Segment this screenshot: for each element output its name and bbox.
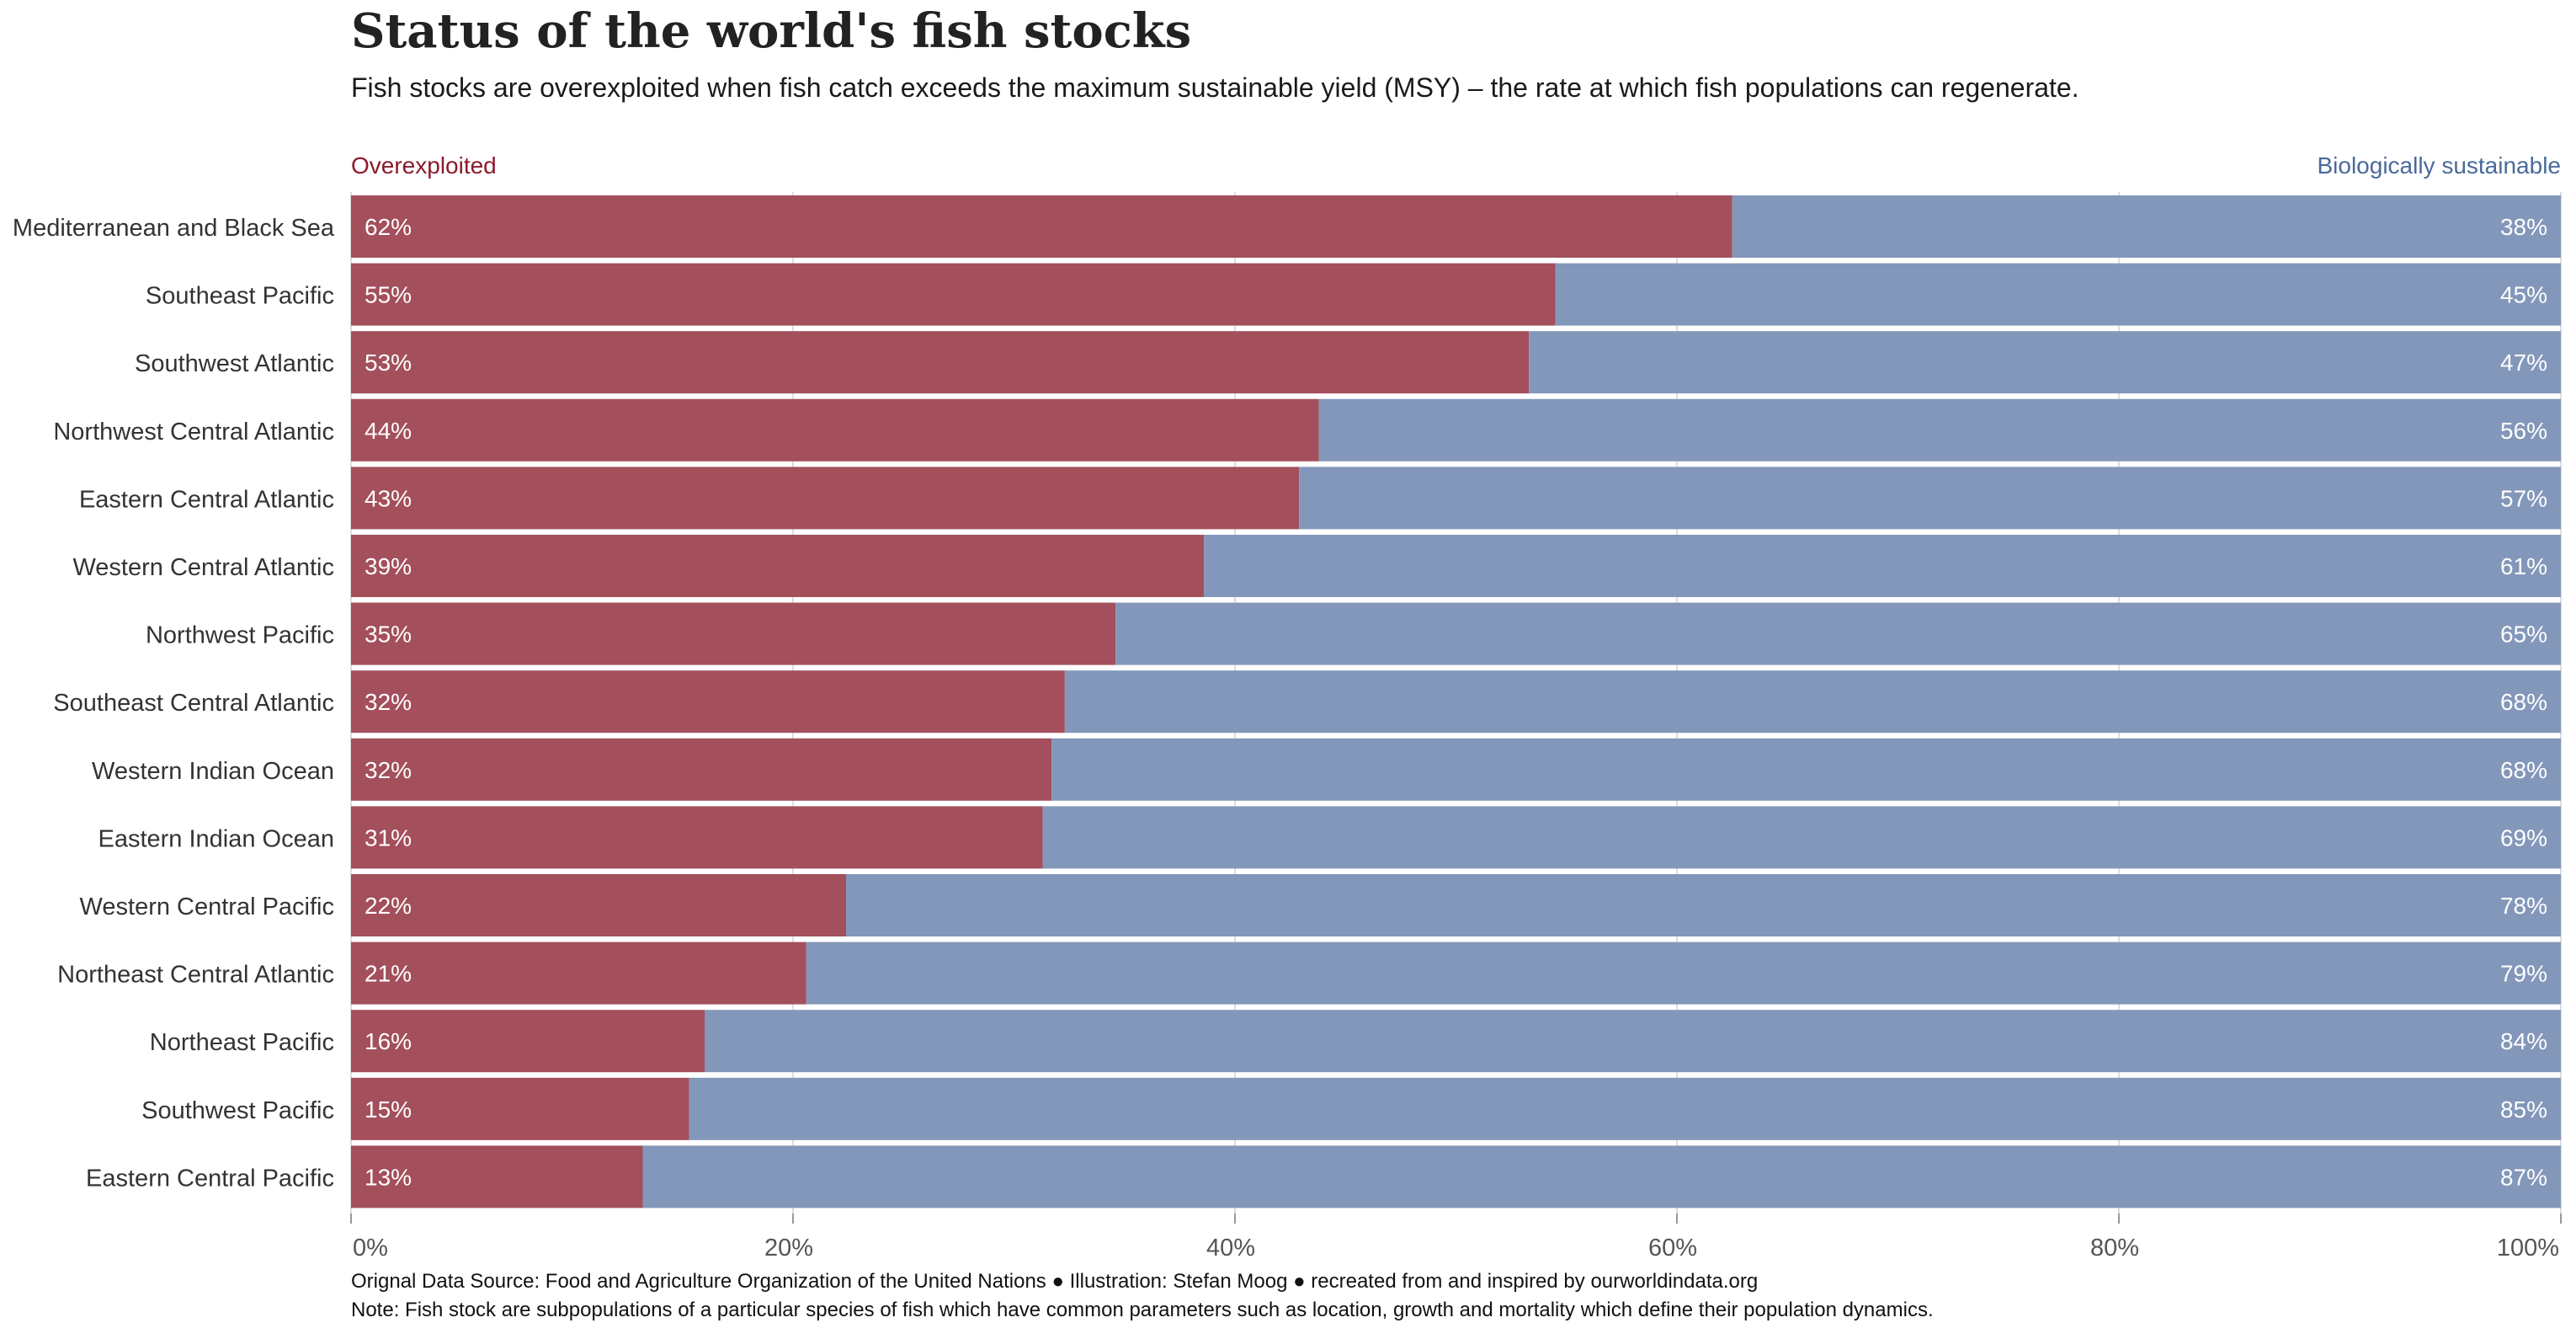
x-tick-label: 100% xyxy=(2497,1235,2559,1262)
legend-biologically-sustainable: Biologically sustainable xyxy=(2317,152,2561,179)
bar-overexploited xyxy=(351,1010,705,1073)
bar-overexploited xyxy=(351,602,1116,665)
data-label-overexploited: 53% xyxy=(365,349,412,376)
bar-sustainable xyxy=(1318,398,2561,461)
bar-overexploited xyxy=(351,535,1205,597)
bar-overexploited xyxy=(351,1145,643,1208)
bar-overexploited xyxy=(351,195,1732,258)
data-label-sustainable: 68% xyxy=(2500,689,2547,715)
data-label-overexploited: 55% xyxy=(365,282,412,308)
category-label: Western Central Pacific xyxy=(80,894,334,920)
data-label-sustainable: 85% xyxy=(2500,1096,2547,1123)
data-label-sustainable: 57% xyxy=(2500,485,2547,511)
bar-sustainable xyxy=(689,1077,2561,1140)
data-label-sustainable: 47% xyxy=(2500,349,2547,376)
category-label: Southeast Central Atlantic xyxy=(53,690,334,717)
x-tick-label: 80% xyxy=(2090,1235,2139,1262)
x-tick-label: 0% xyxy=(353,1235,388,1262)
data-label-sustainable: 69% xyxy=(2500,824,2547,851)
bar-overexploited xyxy=(351,467,1300,530)
footnote: Note: Fish stock are subpopulations of a… xyxy=(351,1299,1934,1321)
category-label: Western Central Atlantic xyxy=(72,554,334,581)
chart-title: Status of the world's fish stocks xyxy=(351,3,1192,59)
x-tick-label: 60% xyxy=(1648,1235,1697,1262)
bar-sustainable xyxy=(1732,195,2561,258)
bar-overexploited xyxy=(351,263,1556,326)
bar-sustainable xyxy=(642,1145,2561,1208)
data-label-sustainable: 68% xyxy=(2500,757,2547,783)
bar-overexploited xyxy=(351,1077,689,1140)
data-label-overexploited: 16% xyxy=(365,1028,412,1054)
bar-sustainable xyxy=(1299,467,2561,530)
category-label: Northeast Pacific xyxy=(150,1029,334,1056)
category-label: Eastern Indian Ocean xyxy=(98,825,334,852)
bar-sustainable xyxy=(806,942,2561,1005)
bar-overexploited xyxy=(351,670,1065,734)
data-label-sustainable: 38% xyxy=(2500,214,2547,240)
bar-sustainable xyxy=(1555,263,2561,326)
bar-sustainable xyxy=(1115,602,2561,665)
chart-subtitle: Fish stocks are overexploited when fish … xyxy=(351,72,2079,103)
data-label-overexploited: 44% xyxy=(365,418,412,444)
bar-overexploited xyxy=(351,874,846,936)
data-label-sustainable: 78% xyxy=(2500,893,2547,919)
bar-overexploited xyxy=(351,806,1043,869)
bar-overexploited xyxy=(351,942,806,1005)
category-label: Northeast Central Atlantic xyxy=(57,962,334,989)
x-tick-label: 40% xyxy=(1206,1235,1255,1262)
data-label-overexploited: 35% xyxy=(365,621,412,648)
data-label-overexploited: 39% xyxy=(365,553,412,579)
bar-sustainable xyxy=(1064,670,2561,734)
source-note: Orignal Data Source: Food and Agricultur… xyxy=(351,1270,1759,1293)
category-labels: Mediterranean and Black Sea Southeast Pac… xyxy=(13,215,335,1192)
data-label-sustainable: 61% xyxy=(2500,553,2547,579)
bar-sustainable xyxy=(705,1010,2561,1073)
legend-overexploited: Overexploited xyxy=(351,152,497,179)
data-label-overexploited: 22% xyxy=(365,893,412,919)
category-label: Southwest Pacific xyxy=(141,1097,334,1124)
data-label-sustainable: 56% xyxy=(2500,418,2547,444)
category-label: Southeast Pacific xyxy=(146,283,334,310)
data-label-overexploited: 31% xyxy=(365,824,412,851)
x-axis: 0% 20% 40% 60% 80% 100% xyxy=(350,1214,2562,1262)
data-label-overexploited: 21% xyxy=(365,961,412,987)
data-label-sustainable: 45% xyxy=(2500,282,2547,308)
bar-labels: 62% 38% 55% 45% 53% 47% 44% 56% 43% 57% 39% 61% 35% 6… xyxy=(365,214,2547,1190)
category-label: Western Indian Ocean xyxy=(92,758,334,785)
category-label: Northwest Central Atlantic xyxy=(53,419,334,445)
bars xyxy=(351,195,2561,1208)
bar-overexploited xyxy=(351,738,1052,801)
data-label-sustainable: 79% xyxy=(2500,961,2547,987)
data-label-sustainable: 65% xyxy=(2500,621,2547,648)
category-label: Eastern Central Atlantic xyxy=(79,486,334,513)
data-label-overexploited: 15% xyxy=(365,1096,412,1123)
data-label-overexploited: 13% xyxy=(365,1164,412,1190)
bar-sustainable xyxy=(1204,535,2561,597)
data-label-overexploited: 43% xyxy=(365,485,412,511)
bar-sustainable xyxy=(846,874,2561,936)
category-label: Southwest Atlantic xyxy=(135,350,334,377)
category-label: Northwest Pacific xyxy=(146,622,334,649)
category-label: Mediterranean and Black Sea xyxy=(13,215,335,242)
data-label-overexploited: 62% xyxy=(365,214,412,240)
bar-overexploited xyxy=(351,398,1319,461)
data-label-sustainable: 87% xyxy=(2500,1164,2547,1190)
data-label-overexploited: 32% xyxy=(365,689,412,715)
data-label-sustainable: 84% xyxy=(2500,1028,2547,1054)
bar-sustainable xyxy=(1051,738,2561,801)
bar-sustainable xyxy=(1529,331,2561,394)
bar-overexploited xyxy=(351,331,1530,394)
x-tick-label: 20% xyxy=(764,1235,813,1262)
legend: Overexploited Biologically sustainable xyxy=(351,152,2561,179)
category-label: Eastern Central Pacific xyxy=(86,1165,334,1192)
data-label-overexploited: 32% xyxy=(365,757,412,783)
bar-sustainable xyxy=(1042,806,2561,869)
